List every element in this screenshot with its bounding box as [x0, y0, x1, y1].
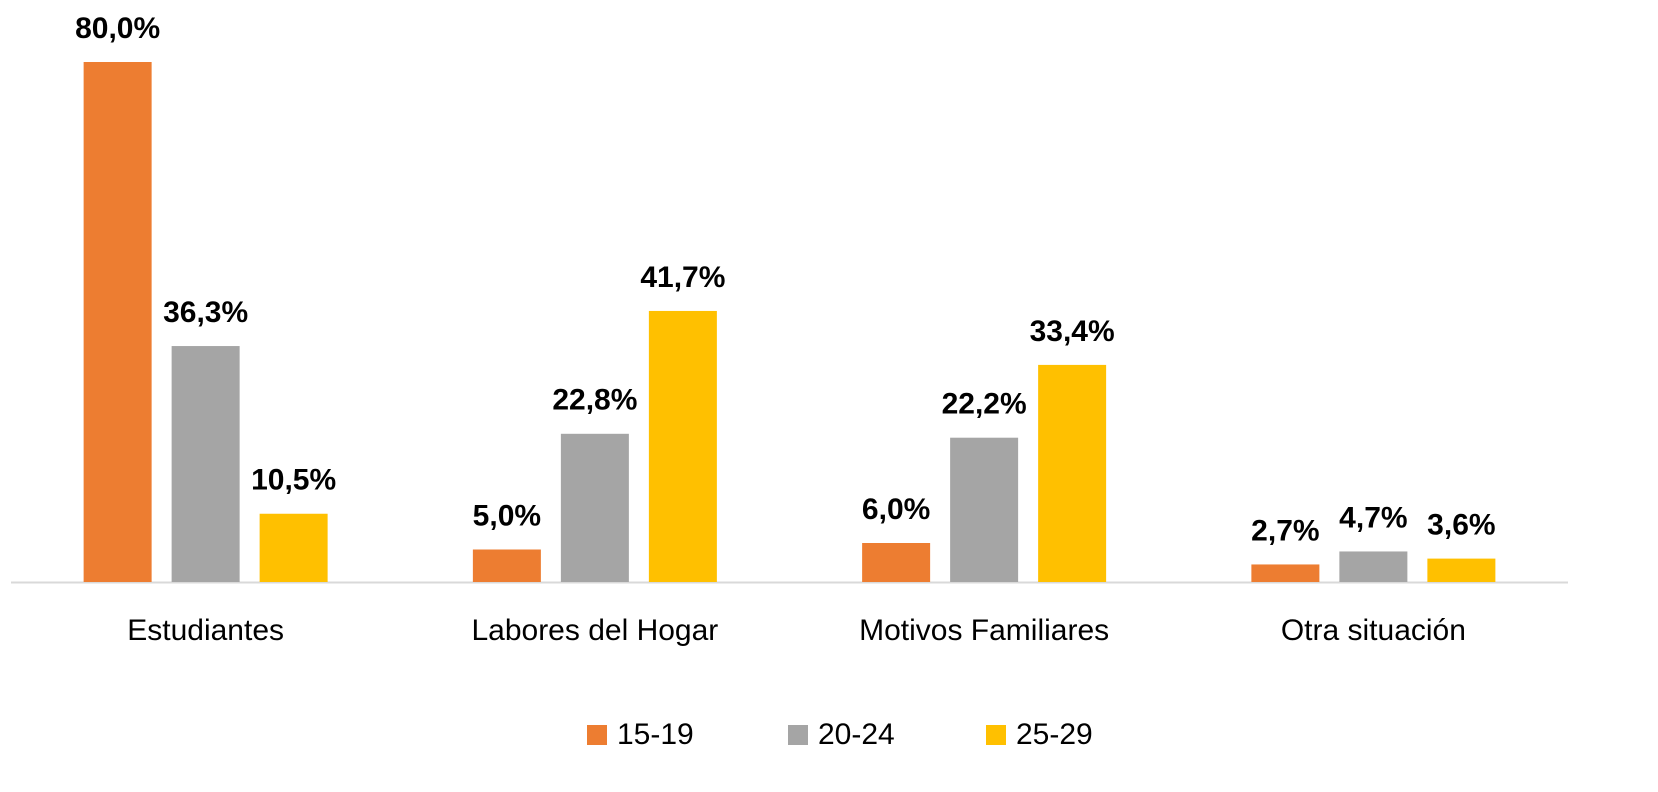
value-label: 4,7% [1339, 501, 1407, 534]
value-label: 22,2% [942, 388, 1027, 421]
legend-label: 25-29 [1016, 718, 1093, 751]
x-tick-label: Otra situación [1281, 614, 1466, 647]
x-tick-label: Motivos Familiares [859, 614, 1109, 647]
value-label: 36,3% [163, 296, 248, 329]
bar [259, 513, 328, 582]
value-label: 80,0% [75, 12, 160, 45]
bar [83, 62, 152, 582]
value-label: 5,0% [473, 499, 541, 532]
bar [1251, 564, 1320, 582]
bar [1038, 364, 1107, 582]
legend-swatch [587, 725, 607, 745]
value-label: 2,7% [1251, 514, 1319, 547]
legend-label: 15-19 [617, 718, 694, 751]
x-tick-label: Estudiantes [127, 614, 284, 647]
bar [560, 433, 629, 582]
bar [472, 549, 541, 582]
legend-swatch [788, 725, 808, 745]
value-label: 10,5% [251, 464, 336, 497]
value-label: 22,8% [552, 384, 637, 417]
value-label: 33,4% [1030, 315, 1115, 348]
bar [648, 310, 717, 582]
bar [1339, 551, 1408, 582]
value-label: 41,7% [640, 261, 725, 294]
bar [171, 346, 240, 582]
legend-label: 20-24 [818, 718, 895, 751]
legend-swatch [986, 725, 1006, 745]
value-label: 3,6% [1427, 509, 1495, 542]
value-label: 6,0% [862, 493, 930, 526]
bar [950, 437, 1019, 582]
x-tick-label: Labores del Hogar [471, 614, 718, 647]
bar [862, 543, 931, 582]
bar [1427, 558, 1496, 582]
